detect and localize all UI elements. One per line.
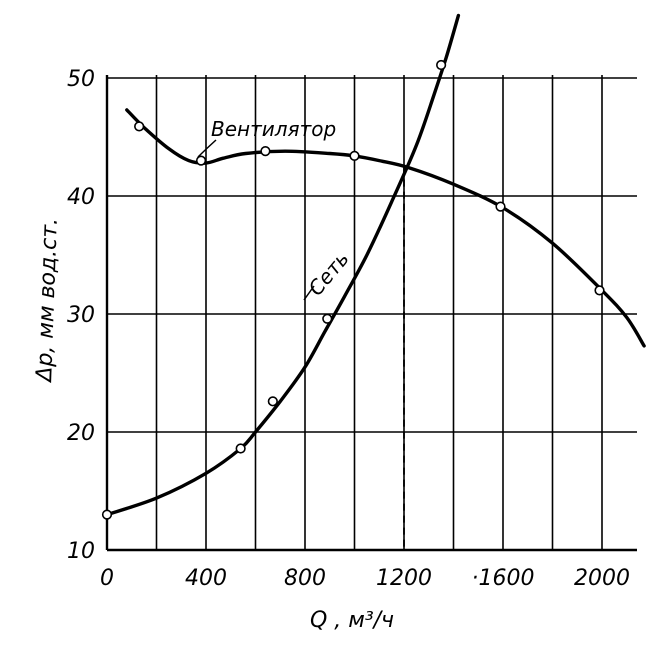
data-point-fan <box>349 150 360 161</box>
data-point-network <box>322 313 333 324</box>
y-tick-label: 30 <box>67 303 95 328</box>
series-label-fan-leader <box>197 139 217 158</box>
chart-grid <box>105 75 637 552</box>
data-point-network <box>436 59 447 71</box>
y-axis-label: Δp, мм вод.ст. <box>32 218 63 385</box>
x-tick-label: 2000 <box>574 566 630 591</box>
data-point-fan <box>260 146 271 157</box>
x-axis-label: Q , м³/ч <box>310 608 394 633</box>
series-line-fan <box>125 108 646 348</box>
x-tick-label: 800 <box>284 566 326 591</box>
y-tick-label: 10 <box>67 539 95 564</box>
data-point-fan <box>195 155 207 166</box>
data-point-fan <box>134 121 145 132</box>
chart-curves <box>105 13 646 517</box>
chart-ticks: 0 400 800 1200 ·1600 2000 10 20 30 40 50 <box>67 67 630 591</box>
y-tick-label: 40 <box>67 185 95 210</box>
data-point-network <box>267 396 278 407</box>
x-tick-label: ·1600 <box>472 566 535 591</box>
data-point-fan <box>495 201 506 212</box>
data-point-network <box>101 509 113 520</box>
series-line-network <box>105 13 461 517</box>
chart-points <box>101 59 605 520</box>
data-point-network <box>235 443 246 454</box>
data-point-fan <box>594 285 605 296</box>
y-tick-label: 20 <box>67 421 95 446</box>
x-tick-label: 400 <box>185 566 227 591</box>
series-label-fan: Вентилятор <box>211 117 336 141</box>
series-label-network-leader <box>303 285 315 301</box>
x-tick-label: 0 <box>100 566 114 591</box>
x-tick-label: 1200 <box>376 566 432 591</box>
y-tick-label: 50 <box>67 67 95 92</box>
